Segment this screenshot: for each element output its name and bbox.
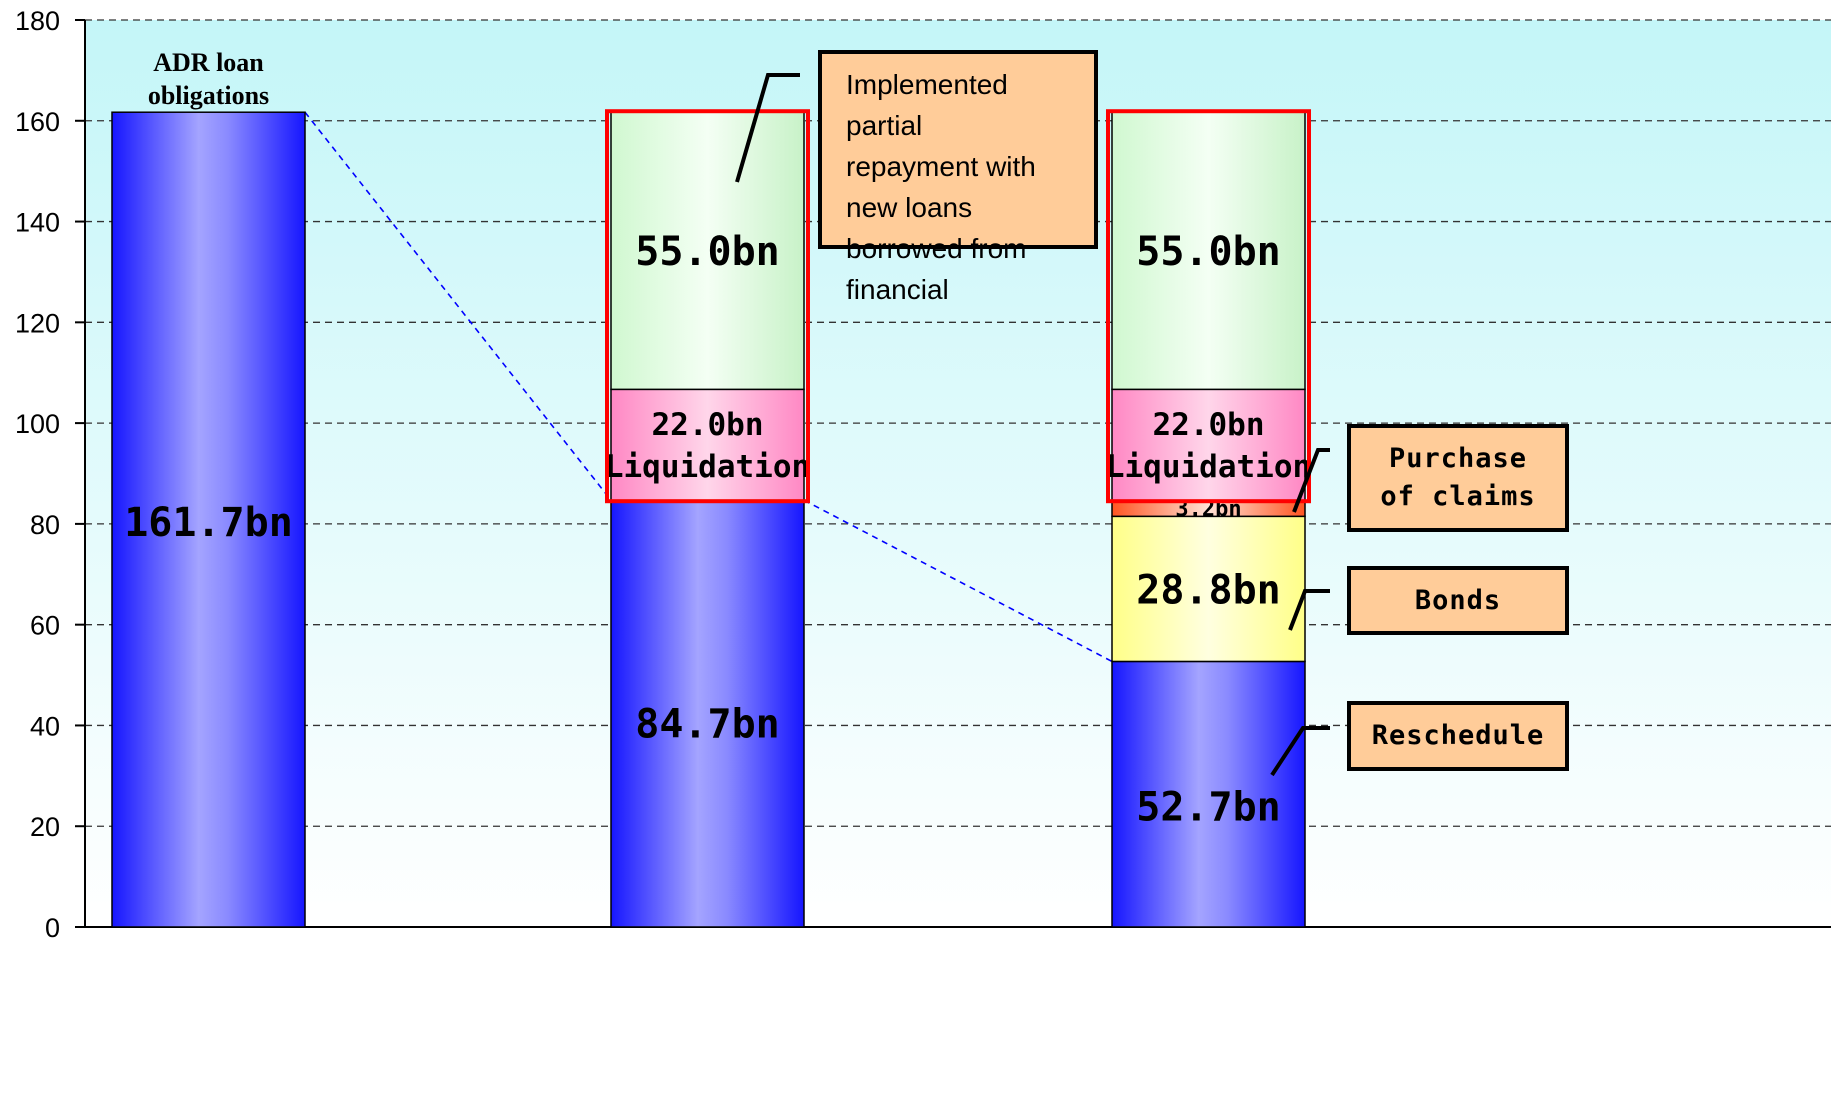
- leader-lines: [735, 73, 1330, 777]
- bar-segment: [1111, 388, 1306, 501]
- bar-top-label: ADR loan: [153, 48, 264, 77]
- highlight-box: [1106, 109, 1311, 504]
- y-tick-label: 160: [15, 107, 60, 137]
- annotation-reschedule: Reschedule: [1347, 701, 1569, 771]
- y-tick-label: 40: [30, 711, 60, 741]
- note-line: repayment with: [846, 151, 1036, 182]
- y-tick-label: 60: [30, 611, 60, 641]
- highlight-boxes: [605, 109, 1311, 504]
- note-line: borrowed from: [846, 233, 1027, 264]
- y-tick-label: 120: [15, 308, 60, 338]
- bar-segment: [610, 111, 805, 391]
- connector-lines: [304, 111, 1113, 663]
- y-tick-label: 0: [45, 913, 60, 943]
- highlight-box: [605, 109, 810, 504]
- y-tick-label: 180: [15, 6, 60, 36]
- annotation-bonds: Bonds: [1347, 566, 1569, 635]
- bars: 161.7bn ADR loan obligations 84.7bn 22.0bn Li…: [111, 48, 1311, 928]
- reschedule-label: Reschedule: [1371, 720, 1545, 751]
- y-tick-label: 100: [15, 409, 60, 439]
- purchase-line: of claims: [1380, 481, 1536, 512]
- note-line: financial: [846, 274, 949, 305]
- y-tick-label: 140: [15, 208, 60, 238]
- segment-value-label: 52.7bn: [1136, 784, 1281, 830]
- leader-line: [735, 73, 800, 183]
- bar-segment: [1111, 660, 1306, 928]
- bar-segment: [610, 499, 805, 928]
- segment-value-label: 84.7bn: [635, 701, 780, 747]
- bar-segment: [610, 388, 805, 501]
- segment-value-label: 28.8bn: [1136, 567, 1281, 613]
- bar-segment: [1111, 111, 1306, 391]
- segment-value-label: Liquidation: [1106, 449, 1311, 485]
- segment-value-label: 22.0bn: [1153, 407, 1265, 443]
- segment-value-label: 161.7bn: [124, 500, 293, 546]
- leader-line: [1270, 726, 1330, 777]
- annotation-note: Implemented partial repayment with new l…: [818, 50, 1098, 305]
- leader-line: [1292, 448, 1330, 513]
- bar-segment: [1111, 515, 1306, 663]
- y-tick-label: 20: [30, 812, 60, 842]
- segment-value-label: 55.0bn: [635, 229, 780, 275]
- bonds-label: Bonds: [1414, 584, 1502, 616]
- note-line: new loans: [846, 192, 973, 223]
- y-tick-label: 80: [30, 510, 60, 540]
- connector-line: [803, 499, 1113, 663]
- purchase-line: Purchase: [1388, 443, 1528, 474]
- segment-value-label: 55.0bn: [1136, 229, 1281, 275]
- connector-line: [304, 111, 612, 501]
- annotation-purchase-of-claims: Purchase of claims: [1347, 424, 1569, 532]
- segment-value-label: Liquidation: [605, 449, 810, 485]
- bar-segment: [111, 111, 306, 928]
- bar-top-label: obligations: [148, 81, 269, 110]
- segment-value-label: 22.0bn: [652, 407, 764, 443]
- leader-line: [1288, 589, 1330, 631]
- y-axis: 0 20 40 60 80 100 120 140 160 180: [15, 6, 1831, 943]
- note-line: Implemented partial: [846, 69, 1008, 141]
